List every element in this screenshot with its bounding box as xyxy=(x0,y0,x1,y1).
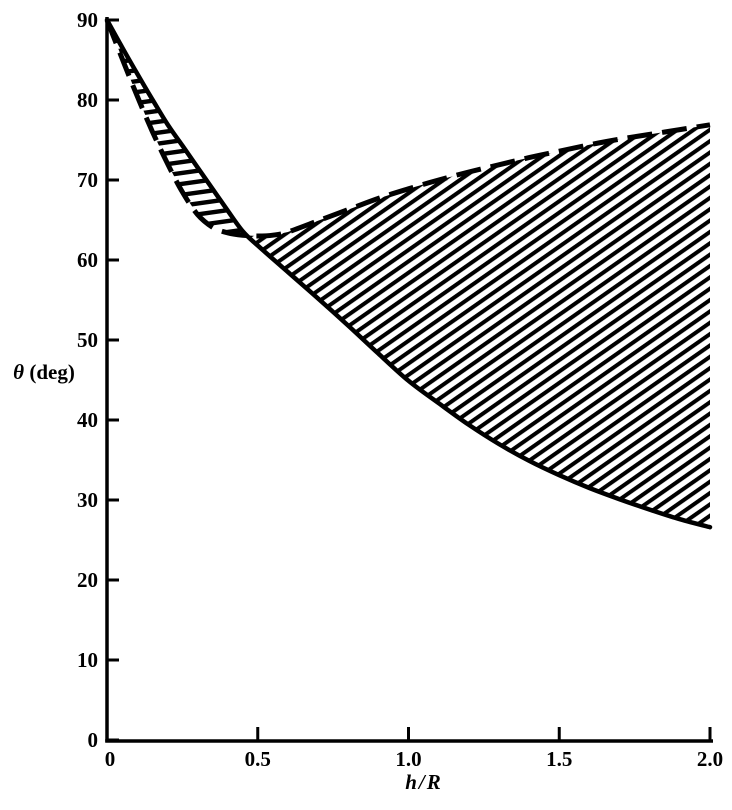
x-axis-label-text: h/R xyxy=(405,770,443,794)
y-tick-label: 90 xyxy=(77,8,98,32)
y-tick-label: 20 xyxy=(77,568,98,592)
y-tick-label: 80 xyxy=(77,88,98,112)
y-tick-label: 10 xyxy=(77,648,98,672)
dashed-curve xyxy=(104,19,711,239)
y-axis-unit: (deg) xyxy=(24,360,75,384)
y-tick-label: 70 xyxy=(77,168,98,192)
solid-curve xyxy=(104,17,713,530)
y-tick-label: 40 xyxy=(77,408,98,432)
x-tick-label: 2.0 xyxy=(697,747,723,771)
hatched-main-region xyxy=(242,124,710,528)
y-tick-label: 50 xyxy=(77,328,98,352)
x-tick-label: 0 xyxy=(105,747,116,771)
y-axis-label: θ (deg) xyxy=(2,360,86,384)
tick-labels: 0 10 20 30 40 50 60 70 80 90 0 0.5 1.0 1.5 2.0 xyxy=(77,8,723,771)
x-tick-label: 1.0 xyxy=(395,747,421,771)
y-tick-label: 60 xyxy=(77,248,98,272)
y-tick-label: 0 xyxy=(88,728,99,752)
theta-symbol: θ xyxy=(13,360,25,384)
x-tick-label: 0.5 xyxy=(245,747,271,771)
x-tick-label: 1.5 xyxy=(546,747,572,771)
axis-ticks xyxy=(107,18,712,742)
y-tick-label: 30 xyxy=(77,488,98,512)
x-axis-label: h/R xyxy=(382,770,466,794)
